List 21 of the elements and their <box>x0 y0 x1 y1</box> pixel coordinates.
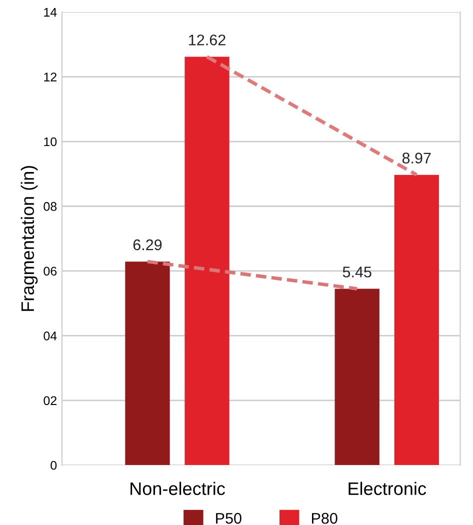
bar <box>334 288 380 466</box>
legend-label: P80 <box>312 512 338 524</box>
bar <box>184 56 230 466</box>
y-tick-label: 10 <box>44 137 57 146</box>
data-label: 12.62 <box>189 34 226 46</box>
bar <box>394 174 439 466</box>
x-tick-label: Electronic <box>348 482 426 496</box>
y-tick-label: 04 <box>44 332 57 340</box>
data-label: 6.29 <box>133 239 162 250</box>
y-tick-label: 02 <box>44 396 56 406</box>
y-tick-label: 12 <box>44 72 56 82</box>
x-tick-label: Non-electric <box>130 482 225 496</box>
bar <box>125 262 170 466</box>
y-tick-label: 0 <box>50 460 57 470</box>
y-axis-title: Fragmentation (in) <box>20 166 38 311</box>
legend-label: P50 <box>216 512 242 524</box>
y-tick-label: 08 <box>44 202 57 211</box>
y-tick-label: 14 <box>44 8 57 17</box>
data-label: 5.45 <box>342 266 372 278</box>
y-tick-label: 06 <box>44 266 57 276</box>
data-label: 8.97 <box>402 152 431 164</box>
